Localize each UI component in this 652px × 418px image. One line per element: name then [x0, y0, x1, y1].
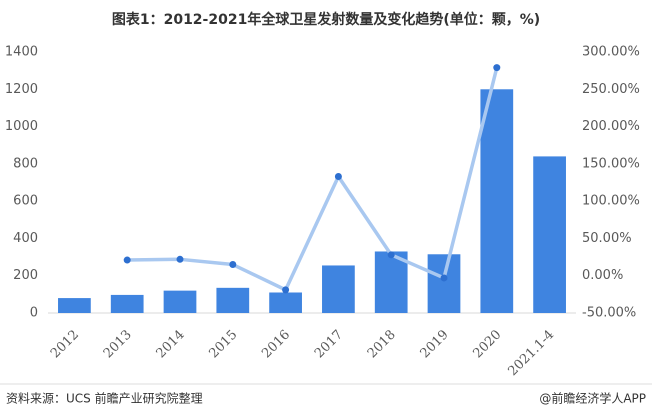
- bar: [58, 298, 91, 313]
- source: 资料来源：UCS 前瞻产业研究院整理: [6, 391, 203, 406]
- bar: [110, 294, 144, 313]
- y2-tick-label: 0.00%: [582, 268, 623, 283]
- line-marker: [229, 261, 237, 269]
- credit: @前瞻经济学人APP: [539, 391, 646, 406]
- line-marker: [334, 173, 342, 181]
- x-tick-label: 2017: [312, 327, 346, 361]
- y-tick-label: 0: [30, 306, 38, 321]
- y2-tick-label: 200.00%: [582, 119, 640, 134]
- line-marker: [440, 274, 448, 282]
- bar: [427, 254, 461, 313]
- line-marker: [176, 255, 184, 263]
- y-tick-label: 400: [13, 231, 38, 246]
- x-tick-label: 2012: [48, 327, 82, 361]
- y-tick-label: 1000: [5, 119, 38, 134]
- y2-tick-label: 300.00%: [582, 45, 640, 60]
- line-marker: [493, 64, 501, 72]
- y2-tick-label: 50.00%: [582, 231, 632, 246]
- y2-tick-label: 250.00%: [582, 82, 640, 97]
- line: [127, 67, 499, 292]
- y-tick-label: 1200: [5, 82, 38, 97]
- line-marker: [123, 256, 131, 264]
- y2-tick-label: 150.00%: [582, 156, 640, 171]
- bar: [480, 89, 514, 314]
- bar: [216, 287, 250, 313]
- bar: [374, 251, 408, 313]
- line-marker: [387, 251, 395, 259]
- x-tick-label: 2013: [101, 327, 135, 361]
- bar: [533, 156, 566, 313]
- y-tick-label: 1400: [5, 45, 38, 60]
- x-tick-label: 2015: [206, 327, 240, 361]
- y-tick-label: 200: [13, 268, 38, 283]
- y-tick-label: 800: [13, 156, 38, 171]
- bar: [269, 292, 302, 313]
- y-tick-label: 600: [13, 194, 38, 209]
- line-marker: [282, 286, 290, 294]
- bar: [163, 290, 197, 313]
- y2-tick-label: 100.00%: [582, 194, 640, 209]
- y2-tick-label: -50.00%: [582, 306, 636, 321]
- x-tick-label: 2020: [470, 327, 504, 361]
- chart-title: 图表1：2012-2021年全球卫星发射数量及变化趋势(单位：颗，%): [112, 11, 540, 28]
- x-tick-label: 2018: [365, 327, 399, 361]
- x-tick-label: 2021.1-4: [506, 327, 558, 379]
- x-tick-label: 2014: [154, 327, 188, 361]
- x-tick-label: 2019: [418, 327, 452, 361]
- bar: [322, 265, 355, 313]
- x-tick-label: 2016: [259, 327, 293, 361]
